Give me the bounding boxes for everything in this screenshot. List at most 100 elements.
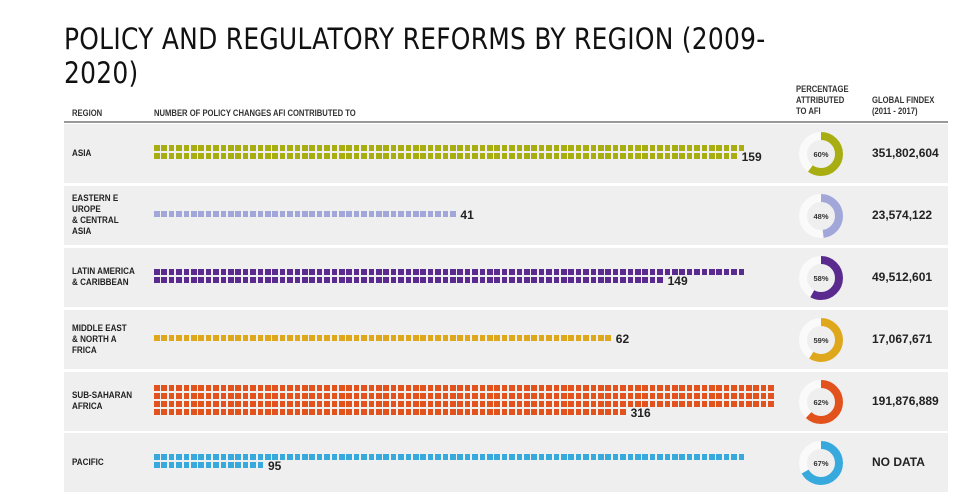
policy-block [265, 401, 271, 407]
percentage-donut: 62% [799, 380, 843, 424]
policy-block [694, 269, 700, 275]
policy-block [583, 401, 589, 407]
policy-block [198, 153, 204, 159]
header-divider [64, 121, 948, 123]
policy-block [309, 335, 315, 341]
policy-block [376, 211, 382, 217]
policy-block [405, 145, 412, 151]
policy-block [442, 269, 449, 275]
policy-block [398, 269, 404, 275]
policy-block [524, 277, 530, 283]
policy-block [376, 454, 382, 460]
policy-block [228, 393, 234, 399]
policy-block [442, 153, 449, 159]
policy-block [183, 211, 190, 217]
policy-block [509, 269, 515, 275]
policy-block [405, 385, 412, 391]
policy-block [265, 454, 271, 460]
policy-block [442, 409, 449, 415]
policy-block [590, 335, 597, 341]
policy-block [294, 153, 301, 159]
policy-block [450, 401, 456, 407]
policy-block [472, 153, 478, 159]
policy-block [501, 385, 508, 391]
policy-block [442, 393, 449, 399]
policy-block [649, 454, 656, 460]
policy-block [383, 401, 389, 407]
percentage-donut: 58% [799, 256, 843, 300]
policy-block [635, 269, 641, 275]
policy-block [213, 409, 219, 415]
policy-block [435, 393, 441, 399]
policy-block [583, 385, 589, 391]
policy-block [701, 401, 708, 407]
policy-block [361, 454, 367, 460]
policy-block [176, 269, 182, 275]
policy-block [701, 145, 708, 151]
policy-block [501, 277, 508, 283]
policy-block [546, 277, 552, 283]
policy-block [546, 409, 552, 415]
policy-block [287, 269, 293, 275]
policy-block [413, 269, 419, 275]
policy-block [457, 335, 463, 341]
policy-block [346, 393, 352, 399]
policy-block [612, 385, 619, 391]
policy-block [501, 335, 508, 341]
policy-block [487, 393, 493, 399]
policy-block [501, 269, 508, 275]
policy-block [294, 145, 301, 151]
policy-block [435, 153, 441, 159]
policy-block [487, 409, 493, 415]
policy-block [257, 269, 264, 275]
policy-block [575, 401, 582, 407]
policy-block [464, 269, 471, 275]
policy-block [716, 269, 722, 275]
policy-block [672, 454, 678, 460]
policy-block [442, 145, 449, 151]
policy-block [272, 401, 278, 407]
policy-block [672, 145, 678, 151]
policy-block [457, 153, 463, 159]
policy-block [154, 393, 160, 399]
policy-block [516, 401, 523, 407]
policy-block [450, 211, 456, 217]
policy-block [435, 277, 441, 283]
policy-block [457, 277, 463, 283]
policy-block [331, 401, 338, 407]
policy-block [302, 454, 308, 460]
policy-block [509, 393, 515, 399]
policy-block [686, 269, 693, 275]
policy-block [605, 145, 611, 151]
policy-block [723, 269, 730, 275]
policy-block [198, 145, 204, 151]
policy-block [642, 385, 648, 391]
policy-block [168, 269, 175, 275]
policy-block [516, 335, 523, 341]
policy-block [694, 401, 700, 407]
policy-block [368, 401, 375, 407]
percentage-donut: 60% [799, 132, 843, 176]
policy-block [738, 385, 745, 391]
policy-block [398, 277, 404, 283]
policy-block [302, 153, 308, 159]
donut-arc [799, 318, 843, 362]
policy-block [746, 393, 752, 399]
policy-block [716, 393, 722, 399]
policy-block [279, 269, 286, 275]
policy-block [361, 335, 367, 341]
policy-block [738, 145, 745, 151]
policy-block [701, 393, 708, 399]
policy-block [228, 409, 234, 415]
policy-block [583, 454, 589, 460]
percentage-label: 67% [813, 459, 828, 468]
policy-block [287, 211, 293, 217]
policy-block [205, 409, 212, 415]
policy-block [605, 335, 611, 341]
findex-value: 49,512,601 [872, 270, 933, 284]
policy-block [198, 277, 204, 283]
policy-block [331, 385, 338, 391]
policy-block [228, 145, 234, 151]
policy-block [242, 385, 249, 391]
policy-block [279, 393, 286, 399]
